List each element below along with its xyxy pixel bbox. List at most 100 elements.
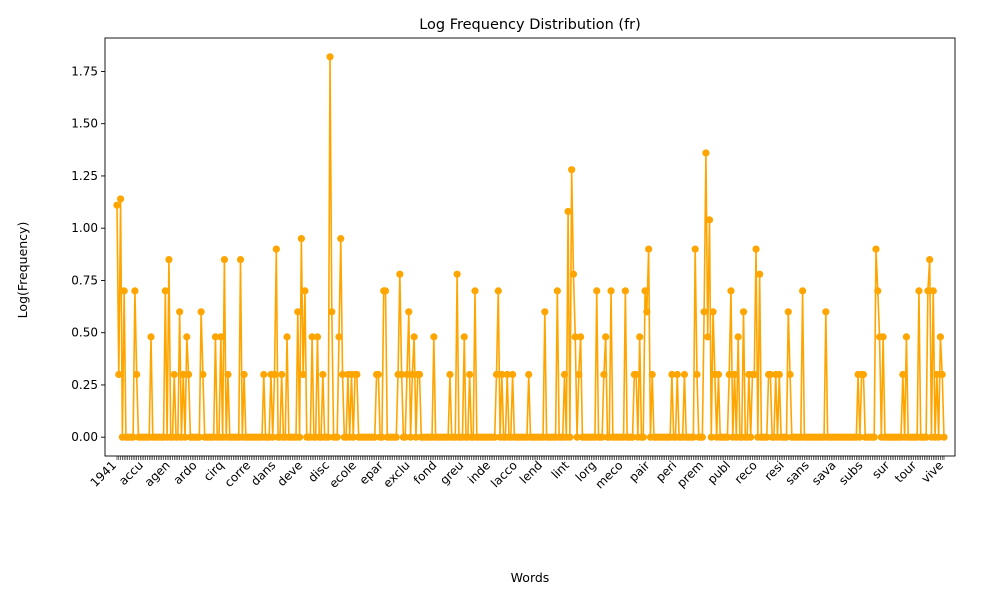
data-point	[211, 333, 220, 341]
data-point	[553, 287, 561, 295]
data-point	[645, 245, 653, 253]
data-point	[401, 433, 409, 441]
data-point	[199, 370, 207, 379]
data-point	[709, 308, 717, 316]
data-point	[326, 53, 334, 61]
y-tick-label: 0.25	[71, 378, 98, 392]
data-point	[272, 245, 280, 253]
data-point	[560, 370, 569, 379]
data-point	[319, 370, 327, 379]
data-point	[297, 235, 305, 243]
data-point	[129, 433, 137, 441]
data-point	[498, 370, 506, 379]
data-point	[295, 433, 304, 441]
data-point	[935, 433, 943, 441]
data-point	[133, 370, 141, 379]
data-point	[698, 433, 706, 441]
data-point	[739, 308, 748, 316]
data-point	[183, 333, 191, 341]
data-point	[607, 287, 615, 295]
data-point	[430, 333, 438, 341]
data-point	[494, 287, 502, 295]
data-point	[725, 370, 733, 379]
data-point	[577, 333, 585, 341]
data-point	[756, 270, 764, 278]
data-point	[405, 308, 413, 316]
data-point	[185, 370, 193, 379]
y-tick-label: 1.50	[71, 117, 98, 131]
data-point	[929, 287, 937, 295]
data-point	[333, 433, 341, 441]
data-point	[131, 287, 139, 295]
data-point	[508, 370, 517, 379]
data-point	[691, 245, 699, 253]
data-point	[569, 270, 578, 278]
data-point	[217, 333, 225, 341]
data-point	[872, 245, 880, 253]
data-point	[782, 433, 791, 441]
data-point	[116, 195, 125, 203]
data-point	[641, 287, 649, 295]
data-point	[466, 370, 474, 379]
data-point	[859, 370, 868, 379]
data-point	[856, 433, 864, 441]
data-point	[564, 207, 572, 216]
data-point	[573, 433, 581, 441]
y-tick-label: 0.50	[71, 326, 98, 340]
data-point	[598, 433, 606, 441]
data-point	[689, 433, 697, 441]
data-point	[775, 370, 783, 379]
data-point	[398, 370, 406, 379]
data-point	[294, 308, 302, 316]
data-point	[752, 245, 760, 253]
data-point	[874, 287, 882, 295]
series-layer	[113, 53, 948, 441]
data-point	[648, 370, 656, 379]
y-axis-label: Log(Frequency)	[15, 222, 30, 319]
data-point	[396, 270, 404, 278]
data-point	[181, 433, 189, 441]
data-point	[371, 433, 379, 441]
data-point	[392, 433, 400, 441]
data-point	[278, 370, 286, 379]
data-point	[240, 370, 248, 379]
y-axis-ticks: 0.00 0.25 0.50 0.75 1.00 1.25 1.50 1.75	[71, 64, 105, 444]
data-point	[639, 433, 647, 441]
data-point	[763, 433, 771, 441]
data-point	[446, 370, 454, 379]
plot-frame	[104, 37, 956, 457]
data-point	[541, 308, 549, 316]
data-point	[491, 433, 499, 441]
data-point	[453, 270, 461, 278]
data-point	[700, 308, 708, 316]
data-point	[353, 370, 361, 379]
data-point	[301, 287, 309, 295]
y-tick-label: 1.75	[71, 64, 98, 78]
data-point	[328, 308, 336, 316]
data-point	[324, 433, 332, 441]
data-point	[784, 308, 792, 316]
data-point	[378, 433, 386, 441]
data-point	[668, 370, 676, 379]
y-tick-label: 0.00	[71, 430, 98, 444]
y-tick-label: 0.75	[71, 273, 98, 287]
data-point	[870, 433, 878, 441]
data-point	[374, 370, 382, 379]
data-point	[822, 308, 830, 316]
data-point	[471, 287, 479, 295]
data-point	[704, 333, 712, 341]
data-point	[705, 216, 714, 224]
data-point	[702, 149, 710, 157]
data-point	[602, 333, 610, 341]
data-point	[308, 333, 316, 341]
data-point	[566, 433, 574, 441]
x-axis-ticks	[116, 456, 945, 460]
data-point	[197, 308, 205, 316]
data-point	[525, 370, 533, 379]
data-point	[693, 370, 701, 379]
data-point	[936, 333, 945, 341]
data-point	[723, 433, 732, 441]
